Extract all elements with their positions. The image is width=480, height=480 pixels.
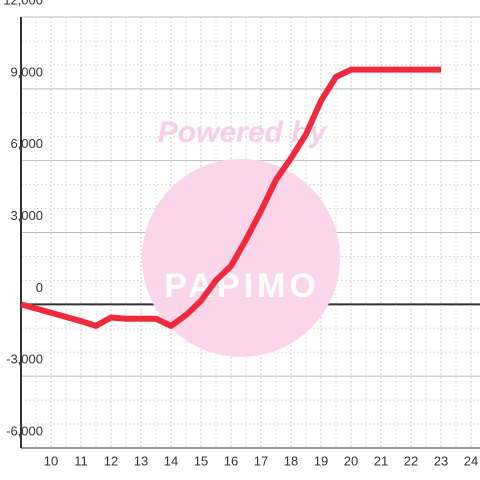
y-tick-label: 3,000 <box>10 208 43 223</box>
x-tick-label: 11 <box>74 453 88 468</box>
x-tick-label: 21 <box>374 453 388 468</box>
x-tick-label: 20 <box>344 453 358 468</box>
y-tick-label: 6,000 <box>10 136 43 151</box>
watermark-logo: PAPIMO <box>164 267 320 305</box>
x-tick-label: 10 <box>44 453 58 468</box>
data-line <box>20 66 441 329</box>
x-tick-label: 18 <box>284 453 298 468</box>
watermark: Powered by PAPIMO <box>142 116 340 357</box>
x-tick-label: 16 <box>224 453 238 468</box>
x-tick-label: 15 <box>194 453 208 468</box>
x-tick-label: 19 <box>314 453 328 468</box>
x-tick-label: 14 <box>164 453 178 468</box>
x-tick-label: 13 <box>134 453 148 468</box>
x-tick-label: 12 <box>104 453 118 468</box>
y-tick-label: 9,000 <box>10 64 43 79</box>
y-tick-label: 12,000 <box>3 0 43 7</box>
x-tick-label: 23 <box>434 453 448 468</box>
x-tick-label: 22 <box>404 453 418 468</box>
y-tick-label: -6,000 <box>6 423 43 438</box>
y-tick-label: -3,000 <box>6 352 43 367</box>
x-tick-label: 17 <box>254 453 268 468</box>
y-tick-label: 0 <box>36 280 43 295</box>
x-tick-label: 24 <box>464 453 478 468</box>
